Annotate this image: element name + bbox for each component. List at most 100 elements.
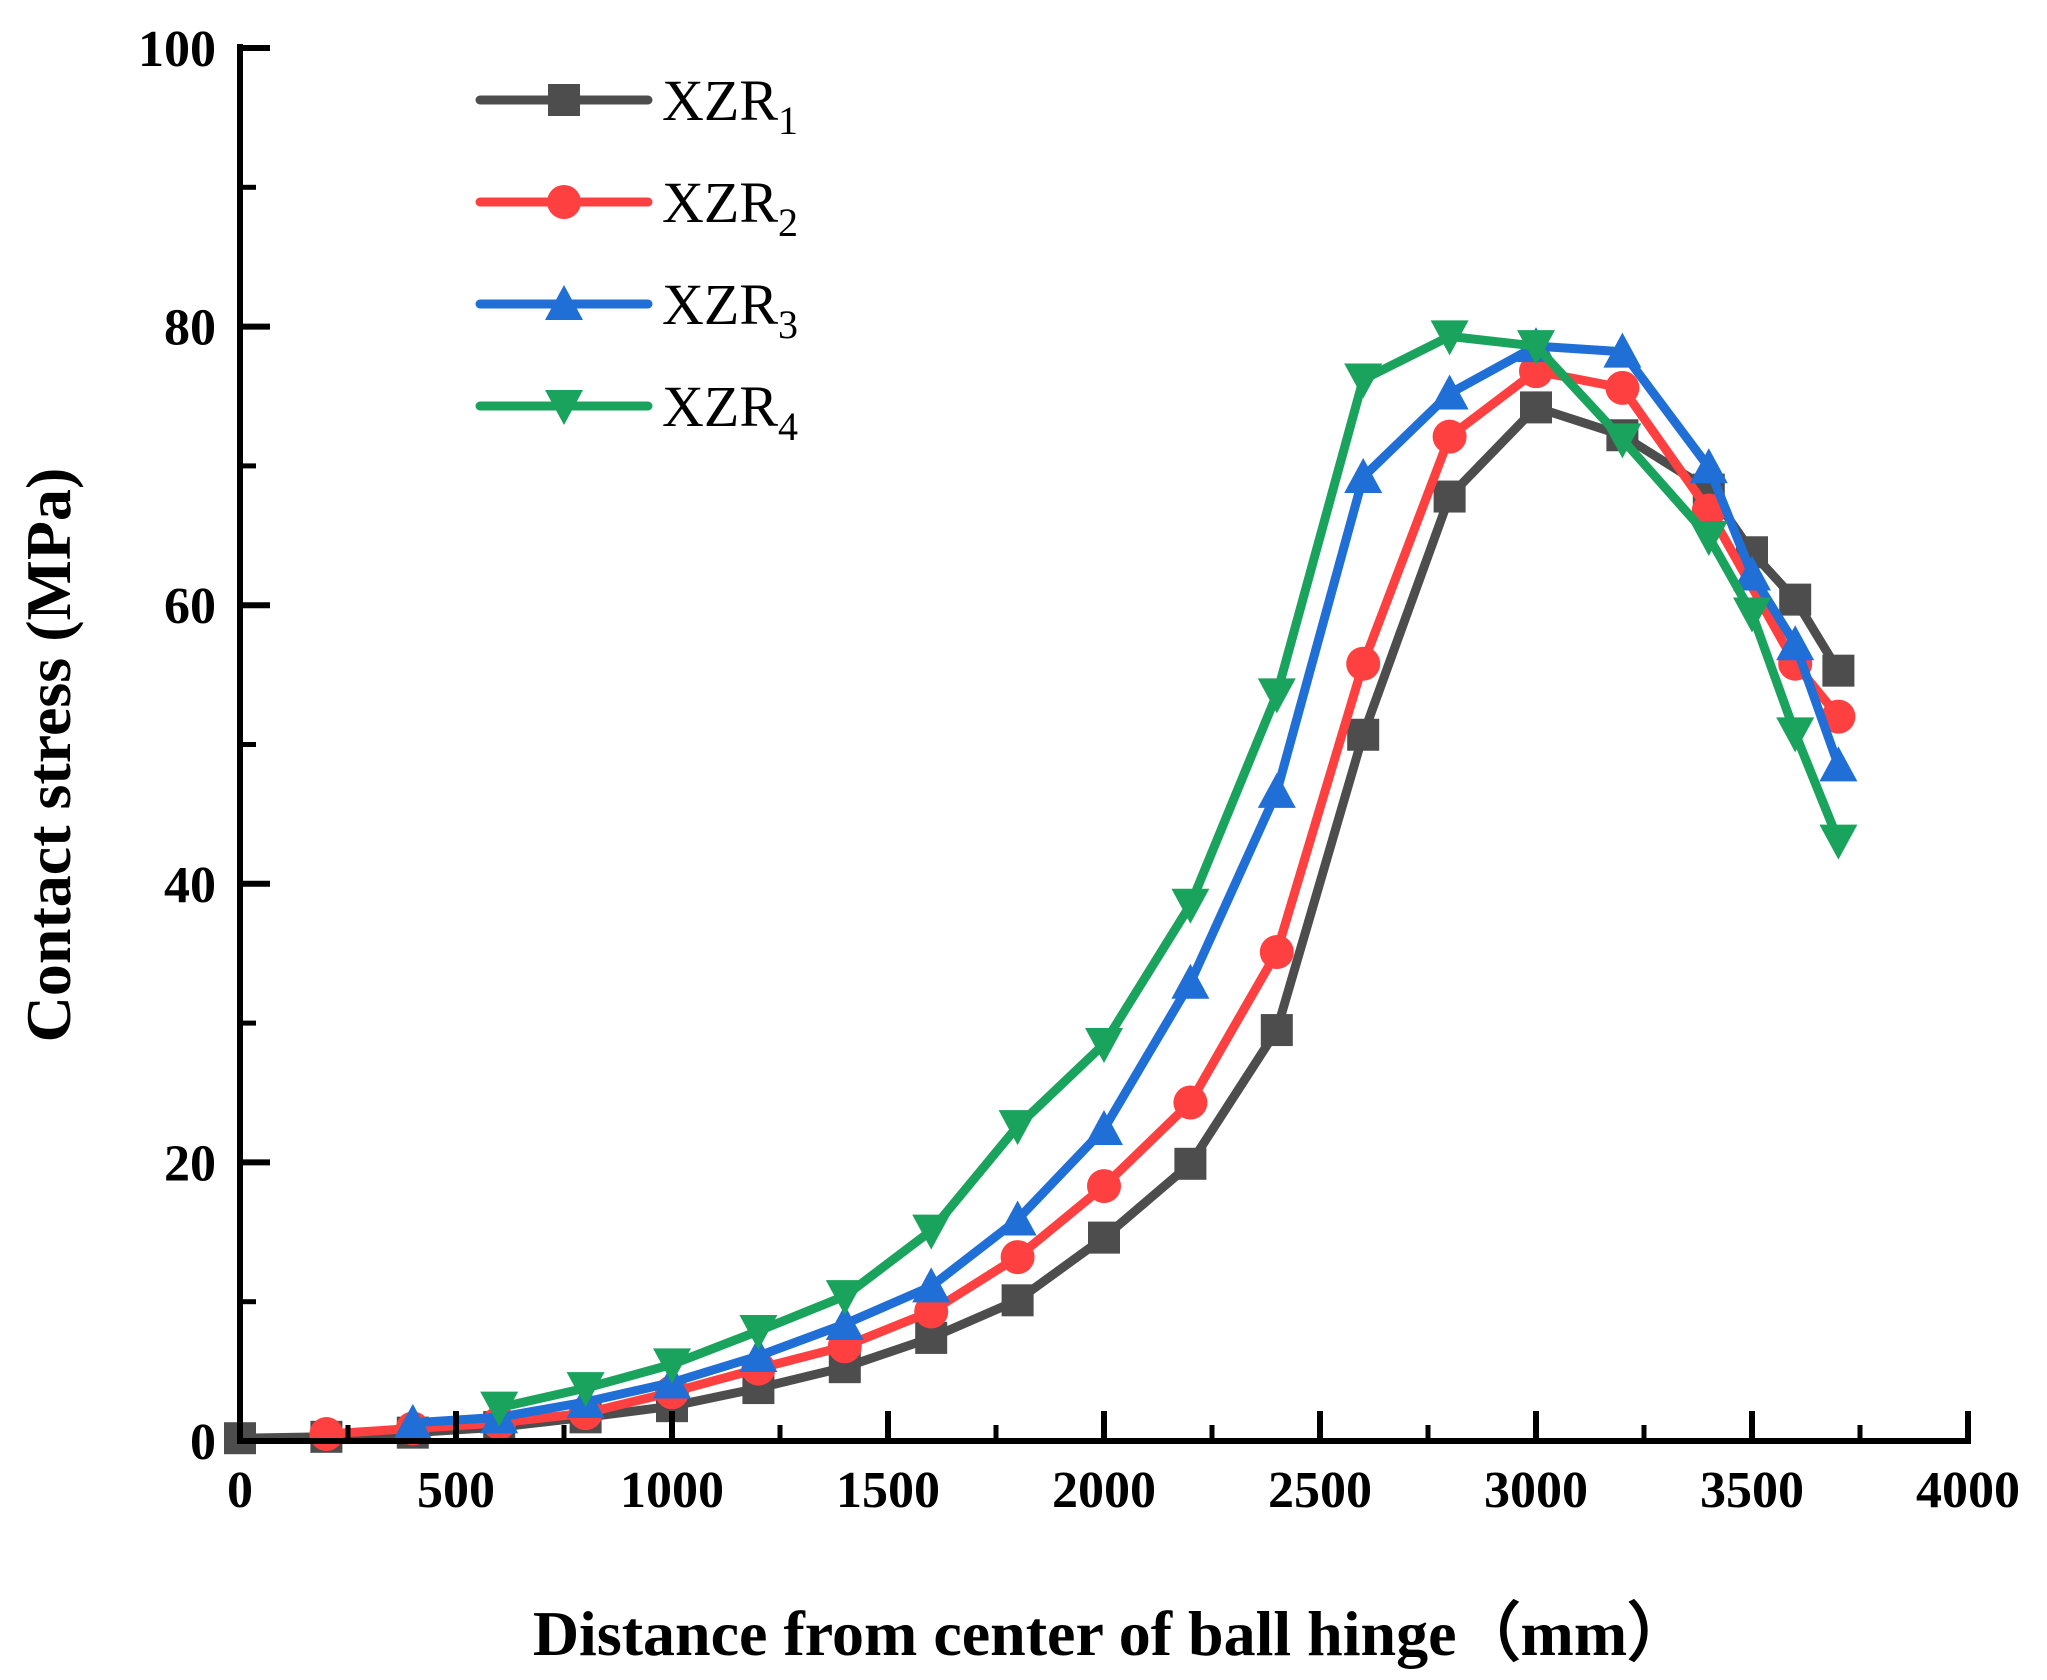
series-2-point (1000, 1240, 1035, 1275)
series-1-line (235, 402, 1843, 1443)
series-3-point (1430, 374, 1469, 410)
series-4-point (1344, 363, 1383, 399)
legend-subscript: 3 (778, 302, 798, 347)
series-layer (224, 320, 1858, 1455)
legend-subscript: 1 (778, 98, 798, 143)
legend-item: XZR2 (475, 170, 798, 245)
x-tick-label: 0 (227, 1462, 253, 1519)
x-tick-label: 2000 (1052, 1462, 1156, 1519)
legend-marker (548, 84, 580, 116)
series-4-point (1819, 824, 1858, 860)
series-1-point (1088, 1221, 1120, 1254)
series-4-point (1085, 1027, 1123, 1063)
series-4-point (566, 1372, 605, 1408)
series-4 (480, 320, 1858, 1427)
series-2-point (1173, 1085, 1208, 1120)
legend-label: XZR4 (662, 374, 798, 449)
series-1-point (1174, 1147, 1207, 1180)
legend-label: XZR2 (662, 170, 798, 245)
series-1-point (1779, 583, 1812, 616)
x-axis-title: Distance from center of ball hinge（mm） (533, 1598, 1691, 1669)
legend-label: XZR3 (662, 272, 798, 347)
series-2-line (321, 366, 1843, 1439)
y-axis-title: Contact stress (MPa) (13, 468, 84, 1043)
y-tick-label: 0 (190, 1414, 216, 1471)
series-1-point (1347, 718, 1380, 751)
series-2-point (309, 1417, 344, 1452)
series-2-point (1605, 370, 1640, 405)
legend-item: XZR4 (475, 374, 798, 449)
series-3-point (825, 1304, 864, 1340)
series-3-point (1344, 458, 1383, 494)
legend-item: XZR1 (475, 68, 798, 143)
series-3-point (1733, 555, 1771, 591)
series-4-line (494, 331, 1843, 1413)
series-4-point (1603, 423, 1642, 459)
y-tick-label: 80 (164, 300, 216, 357)
series-4-point (998, 1110, 1037, 1146)
series-4-point (1776, 717, 1815, 753)
series-2-point (1519, 354, 1553, 389)
series-4-point (1689, 520, 1728, 556)
series-3-point (1819, 746, 1858, 782)
series-4-point (1171, 888, 1210, 924)
series-3-point (1689, 448, 1728, 484)
series-3-line (408, 341, 1843, 1428)
series-3 (393, 327, 1858, 1439)
series-3-point (739, 1337, 778, 1373)
series-2-point (1821, 699, 1856, 734)
x-tick-label: 1500 (836, 1462, 940, 1519)
series-2-point (1432, 419, 1467, 454)
series-3-point (1085, 1109, 1123, 1145)
series-3-point (998, 1200, 1037, 1236)
series-3-point (1171, 963, 1210, 999)
series-1-point (1822, 654, 1855, 687)
legend-marker (545, 390, 583, 425)
series-4-point (653, 1348, 691, 1384)
series-1-point (1260, 1014, 1293, 1047)
x-tick-label: 3500 (1700, 1462, 1804, 1519)
series-3-point (912, 1267, 951, 1303)
legend-item: XZR3 (475, 272, 798, 347)
series-3-point (1776, 625, 1815, 661)
series-4-point (1430, 320, 1469, 356)
legend-name: XZR (662, 170, 778, 235)
series-4-point (1517, 330, 1555, 366)
series-2-point (1259, 935, 1294, 970)
y-tick-label: 40 (164, 857, 216, 914)
series-4-point (480, 1391, 519, 1427)
x-tick-label: 500 (417, 1462, 495, 1519)
series-1-point (1001, 1284, 1034, 1317)
series-4-point (739, 1314, 778, 1350)
legend-marker (545, 285, 583, 320)
series-2-point (1346, 646, 1381, 681)
series-3-point (1603, 332, 1642, 368)
legend-subscript: 2 (778, 200, 798, 245)
series-2-point (914, 1294, 949, 1329)
legend-name: XZR (662, 374, 778, 439)
legend-subscript: 4 (778, 404, 798, 449)
legend-name: XZR (662, 68, 778, 133)
series-2-point (1087, 1169, 1121, 1204)
x-tick-label: 1000 (620, 1462, 724, 1519)
series-3-point (393, 1403, 432, 1439)
legend-marker (547, 185, 581, 219)
series-4-point (1257, 678, 1296, 714)
y-tick-label: 60 (164, 578, 216, 635)
series-1 (224, 391, 1855, 1455)
x-tick-label: 4000 (1916, 1462, 2020, 1519)
series-3-point (1257, 772, 1296, 808)
y-tick-label: 20 (164, 1135, 216, 1192)
series-4-point (912, 1214, 951, 1250)
legend-name: XZR (662, 272, 778, 337)
series-1-point (1433, 480, 1466, 513)
series-2-point (1691, 493, 1726, 528)
series-2 (309, 354, 1856, 1452)
y-tick-label: 100 (138, 21, 216, 78)
series-4-point (825, 1280, 864, 1316)
x-tick-label: 3000 (1484, 1462, 1588, 1519)
x-tick-label: 2500 (1268, 1462, 1372, 1519)
axes: 0 500 1000 1500 2000 2500 3000 3500 4000 0 20 40 60 8… (138, 21, 2020, 1519)
